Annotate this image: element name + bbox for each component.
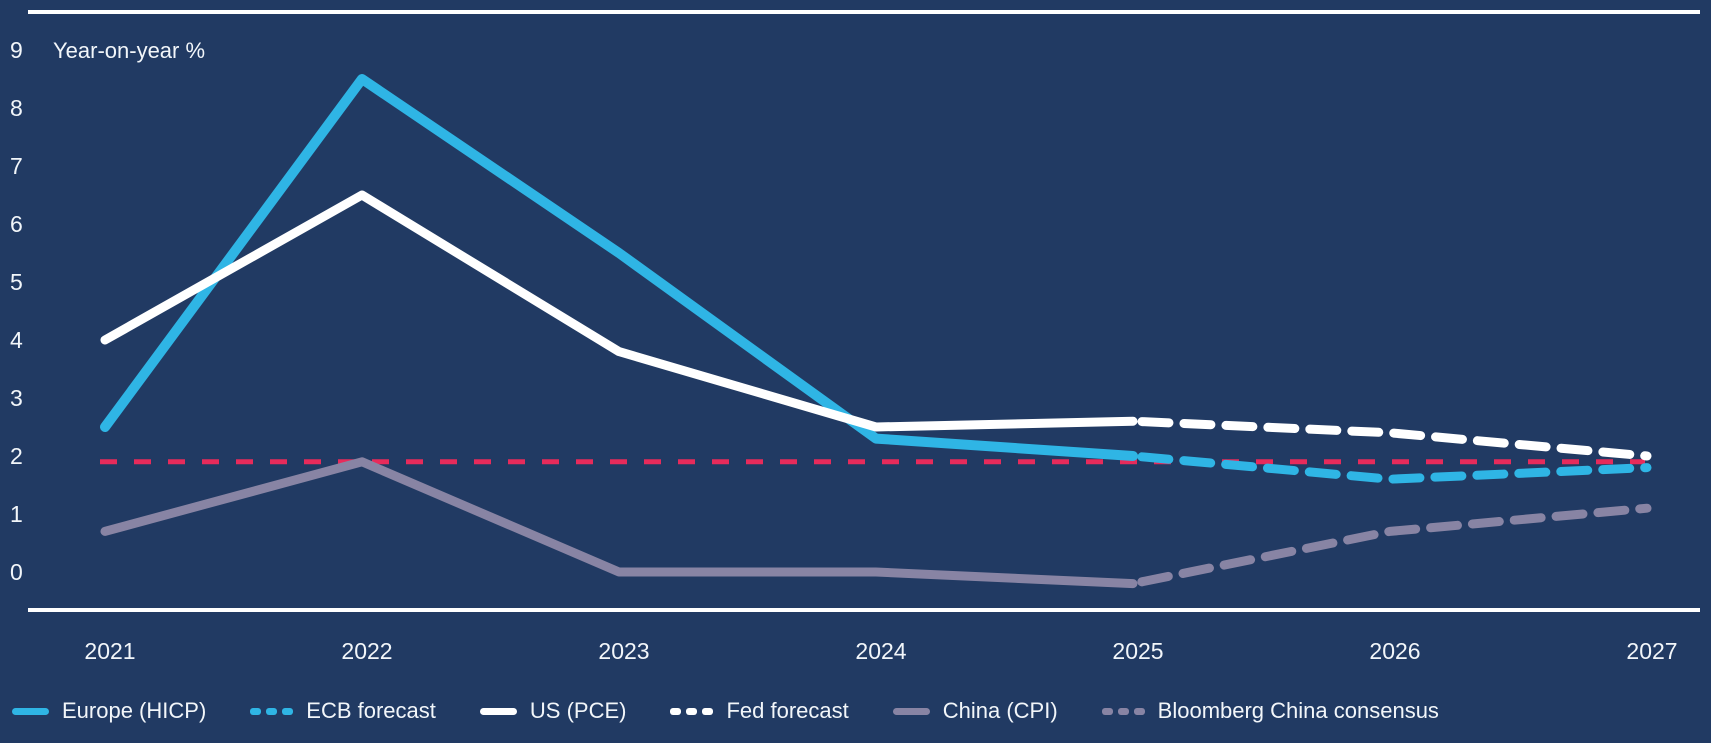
x-tick-label-2021: 2021 (84, 638, 136, 664)
y-tick-label-2: 2 (10, 443, 23, 469)
legend-solid-line-icon (479, 707, 517, 715)
y-axis-unit-label: Year-on-year % (53, 38, 206, 63)
series-line-ecb-forecast (1128, 451, 1652, 484)
y-tick-label-6: 6 (10, 211, 23, 237)
y-tick-label-0: 0 (10, 559, 23, 585)
series-line-bloomberg-china-consensus (1128, 503, 1652, 589)
legend-dashed-line-icon (250, 707, 294, 715)
series-line-fed-forecast (1128, 416, 1652, 461)
chart-legend: Europe (HICP) ECB forecast US (PCE) Fed for… (12, 696, 1439, 726)
legend-label-europe-hicp: Europe (HICP) (62, 698, 207, 723)
x-tick-label-2023: 2023 (598, 638, 650, 664)
x-tick-label-2025: 2025 (1112, 638, 1164, 664)
y-tick-label-5: 5 (10, 269, 23, 295)
legend-label-china-cpi: China (CPI) (942, 698, 1058, 723)
y-tick-label-9: 9 (10, 37, 23, 63)
legend-label-fed-forecast: Fed forecast (726, 698, 849, 723)
y-tick-label-4: 4 (10, 327, 23, 353)
legend-item-fed-forecast: Fed forecast (670, 698, 849, 724)
legend-item-us-pce: US (PCE) (479, 698, 627, 724)
x-tick-label-2022: 2022 (341, 638, 393, 664)
legend-item-china-cpi: China (CPI) (892, 698, 1058, 724)
legend-item-europe-hicp: Europe (HICP) (12, 698, 206, 724)
series-line-china-cpi (100, 457, 1138, 589)
y-tick-label-8: 8 (10, 95, 23, 121)
series-line-europe-hicp (100, 74, 1138, 461)
y-tick-label-3: 3 (10, 385, 23, 411)
x-tick-label-2024: 2024 (855, 638, 907, 664)
series-line-us-pce (100, 190, 1138, 432)
legend-item-bloomberg-china-consensus: Bloomberg China consensus (1101, 698, 1439, 724)
x-tick-label-2027: 2027 (1626, 638, 1678, 664)
legend-label-ecb-forecast: ECB forecast (306, 698, 436, 723)
legend-solid-line-icon (892, 707, 930, 715)
legend-label-bloomberg-china-consensus: Bloomberg China consensus (1157, 698, 1439, 723)
legend-label-us-pce: US (PCE) (529, 698, 627, 723)
legend-dashed-line-icon (1101, 707, 1145, 715)
legend-dashed-line-icon (670, 707, 714, 715)
x-tick-label-2026: 2026 (1369, 638, 1421, 664)
legend-item-ecb-forecast: ECB forecast (250, 698, 436, 724)
y-tick-label-1: 1 (10, 501, 23, 527)
legend-solid-line-icon (12, 707, 49, 715)
y-tick-label-7: 7 (10, 153, 23, 179)
